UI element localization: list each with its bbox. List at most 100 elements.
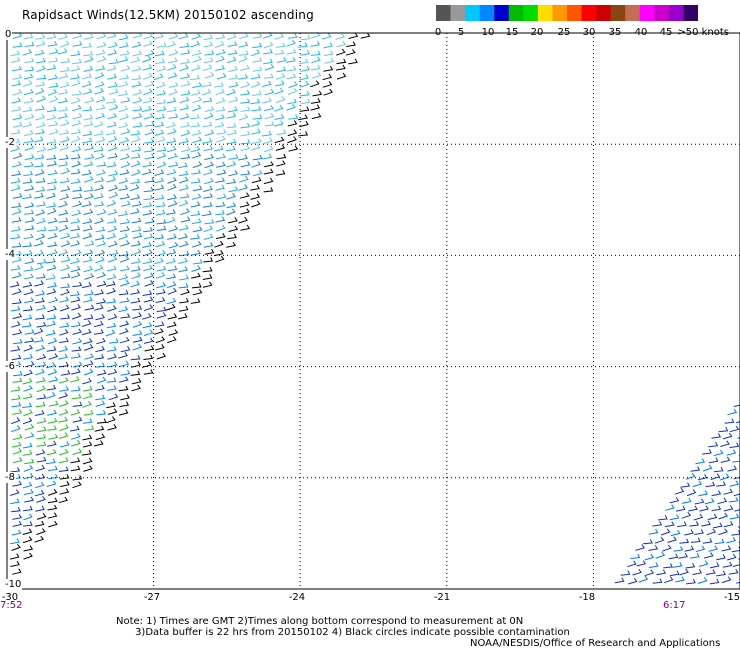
wind-barb [95, 136, 106, 143]
wind-barb [143, 233, 154, 240]
wind-barb [167, 72, 178, 79]
wind-barb [22, 377, 33, 385]
wind-barb [215, 33, 226, 40]
wind-barb [286, 48, 297, 55]
wind-barb [180, 121, 190, 128]
wind-barb [670, 529, 681, 537]
wind-barb [654, 536, 665, 544]
wind-barb [107, 49, 118, 56]
wind-barb [130, 178, 141, 184]
wind-barb [23, 305, 33, 312]
wind-barb [106, 280, 116, 287]
wind-barb [59, 177, 70, 184]
wind-barb [130, 208, 140, 215]
wind-barb [11, 256, 22, 263]
wind-barb [47, 40, 58, 47]
wind-barb [672, 562, 683, 568]
wind-barb [48, 400, 59, 407]
wind-barb [167, 152, 178, 160]
wind-barb [36, 201, 46, 207]
wind-barb [12, 73, 23, 80]
wind-barb [705, 569, 716, 575]
wind-barb [34, 263, 44, 271]
wind-barb [190, 146, 201, 153]
wind-barb [24, 258, 35, 265]
wind-barb [143, 264, 153, 272]
lat-label-m4: -4 [4, 249, 16, 260]
wind-barb [95, 400, 106, 407]
wind-barb [226, 122, 237, 129]
wind-barb [71, 97, 81, 105]
wind-barb [33, 336, 44, 343]
wind-barb [131, 361, 141, 368]
wind-barb [59, 448, 69, 456]
wind-barb [192, 104, 202, 112]
wind-barb [227, 233, 237, 240]
wind-barb [22, 442, 33, 449]
wind-barb [679, 568, 689, 576]
wind-barb [59, 400, 69, 407]
wind-barb [733, 490, 740, 497]
wind-barb [24, 216, 35, 223]
wind-barb [322, 81, 333, 88]
wind-barb [131, 169, 141, 177]
wind-barb [238, 41, 249, 48]
wind-barb [120, 240, 130, 247]
wind-barb [9, 489, 20, 496]
wind-barb [250, 144, 261, 151]
wind-barb [667, 536, 677, 543]
wind-barb [727, 465, 738, 472]
wind-barb [180, 146, 191, 153]
colorbar-swatch [552, 5, 568, 21]
wind-barb [322, 73, 332, 81]
wind-barb [70, 73, 80, 80]
wind-barb [692, 569, 703, 576]
wind-barb [58, 209, 69, 216]
wind-barb [168, 242, 179, 249]
wind-barb [239, 175, 249, 183]
wind-barb [720, 456, 731, 463]
wind-barb [10, 498, 20, 505]
wind-barb [33, 240, 44, 247]
wind-barb [215, 184, 225, 191]
wind-barb [156, 312, 167, 319]
wind-barb [142, 313, 152, 320]
colorbar-swatch [668, 5, 684, 21]
wind-barb [12, 121, 23, 128]
wind-barb [216, 193, 227, 200]
note-line-1: Note: 1) Times are GMT 2)Times along bot… [116, 616, 524, 627]
wind-barb [144, 279, 154, 287]
wind-barb [130, 194, 141, 201]
wind-barb [59, 296, 69, 303]
wind-barb [36, 433, 46, 440]
wind-barb [10, 56, 21, 63]
wind-barb [274, 120, 284, 127]
wind-barb [60, 273, 71, 279]
wind-barb [166, 273, 176, 280]
wind-barb [93, 440, 104, 447]
wind-barb [57, 48, 68, 55]
wind-barb [734, 509, 740, 512]
colorbar-swatches [436, 5, 699, 21]
wind-barb [119, 336, 130, 344]
wind-barb [203, 225, 214, 233]
wind-barb [82, 130, 93, 137]
wind-barb [22, 281, 33, 288]
wind-barb [240, 89, 250, 96]
wind-barb [263, 73, 274, 79]
wind-barb [261, 130, 272, 137]
wind-barb [201, 81, 212, 88]
wind-barb [191, 33, 202, 40]
wind-barb [155, 209, 166, 216]
wind-barb [695, 545, 706, 553]
wind-barb [336, 48, 346, 56]
wind-barb [46, 480, 57, 487]
wind-barb [132, 122, 143, 128]
wind-barb [11, 216, 22, 223]
wind-barb [71, 135, 81, 143]
wind-barb [11, 529, 22, 536]
wind-barb [669, 497, 680, 504]
wind-barb [23, 409, 33, 417]
time-left: 7:52 [0, 600, 23, 611]
wind-barb [84, 176, 94, 183]
